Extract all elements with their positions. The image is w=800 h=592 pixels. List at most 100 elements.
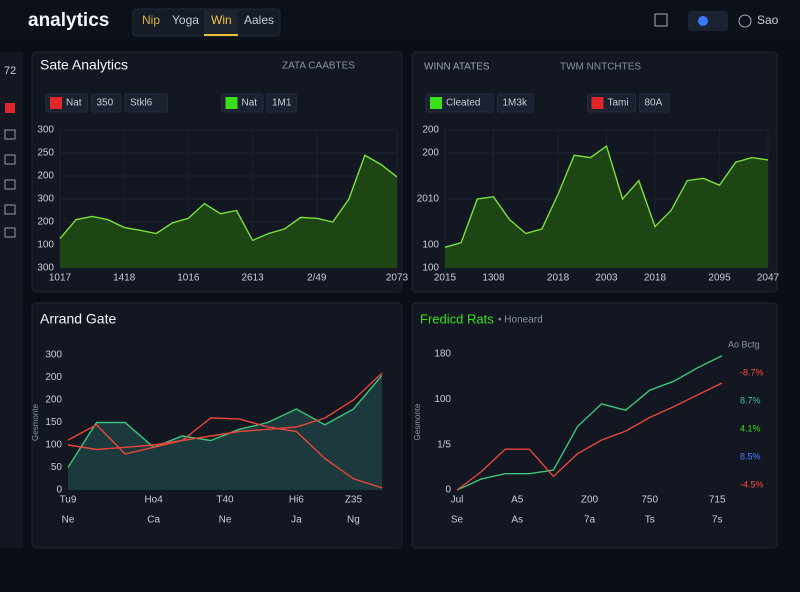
chart-subtitle: TWM NNTCHTES bbox=[560, 62, 641, 73]
x-tick-label: 2073 bbox=[386, 273, 409, 284]
line bbox=[67, 417, 383, 489]
tab[interactable]: Yoga bbox=[172, 13, 199, 27]
control-label: Tami bbox=[608, 98, 629, 109]
sidebar-icon[interactable] bbox=[4, 227, 16, 238]
control-swatch bbox=[225, 97, 238, 109]
control[interactable] bbox=[266, 93, 297, 113]
x-tick-sublabel: Ja bbox=[291, 515, 302, 526]
y-tick-label: 100 bbox=[422, 240, 439, 251]
x-tick-label: 2047 bbox=[757, 273, 780, 284]
chart-title: WINN ATATES bbox=[424, 62, 490, 73]
annotation: 8.5% bbox=[740, 451, 761, 461]
annotation: -4.5% bbox=[740, 479, 764, 489]
x-tick-label: 1016 bbox=[177, 273, 200, 284]
sidebar-icon[interactable] bbox=[4, 154, 16, 165]
x-tick-sublabel: 7s bbox=[712, 515, 723, 526]
x-tick-label: 2003 bbox=[595, 273, 618, 284]
annotation: 4.1% bbox=[740, 423, 761, 433]
y-tick-label: 0 bbox=[445, 485, 451, 496]
chart-title: Sate Analytics bbox=[40, 57, 128, 73]
tab[interactable]: Nip bbox=[142, 13, 160, 27]
y-tick-label: 300 bbox=[37, 194, 54, 205]
control-label: 1M3k bbox=[503, 98, 528, 109]
control[interactable] bbox=[425, 93, 494, 113]
tab[interactable]: Aales bbox=[244, 13, 274, 27]
area bbox=[60, 155, 397, 268]
x-tick-label: 1418 bbox=[113, 273, 136, 284]
sidebar-icon[interactable] bbox=[4, 129, 16, 140]
control[interactable] bbox=[124, 93, 168, 113]
y-tick-label: 0 bbox=[56, 485, 62, 496]
x-tick-sublabel: Ng bbox=[347, 515, 360, 526]
x-tick-label: 2018 bbox=[547, 273, 570, 284]
y-tick-label: 100 bbox=[422, 263, 439, 274]
control-label: 80A bbox=[645, 98, 663, 109]
line bbox=[444, 144, 769, 248]
control-label: 1M1 bbox=[272, 98, 292, 109]
x-tick-label: 1017 bbox=[49, 273, 72, 284]
x-tick-label: 1308 bbox=[482, 273, 505, 284]
icon[interactable] bbox=[654, 13, 668, 27]
x-tick-sublabel: Ne bbox=[219, 515, 232, 526]
y-tick-label: 150 bbox=[45, 417, 62, 428]
x-tick-sublabel: Se bbox=[451, 515, 464, 526]
annotation: 8.7% bbox=[740, 395, 761, 405]
x-tick-sublabel: As bbox=[511, 515, 523, 526]
x-tick-label: Z35 bbox=[345, 495, 363, 506]
control-label: Stkl6 bbox=[130, 98, 153, 109]
control[interactable] bbox=[91, 93, 122, 113]
control-label: Nat bbox=[66, 98, 82, 109]
x-tick-label: T40 bbox=[216, 495, 234, 506]
sidebar bbox=[0, 52, 23, 548]
line bbox=[456, 355, 723, 491]
control-label: Nat bbox=[242, 98, 258, 109]
annotation: Ao Bctg bbox=[728, 339, 760, 349]
x-tick-label: Ho4 bbox=[144, 495, 163, 506]
icon[interactable] bbox=[738, 14, 752, 28]
panel bbox=[411, 302, 778, 549]
y-tick-label: 200 bbox=[45, 395, 62, 406]
y-tick-label: 200 bbox=[37, 217, 54, 228]
line bbox=[67, 372, 383, 451]
sidebar-icon[interactable] bbox=[5, 103, 15, 113]
tab[interactable]: Win bbox=[211, 13, 232, 27]
x-tick-label: Z00 bbox=[581, 495, 599, 506]
y-tick-label: 1/5 bbox=[437, 439, 451, 450]
control-swatch bbox=[50, 97, 62, 109]
x-tick-label: 715 bbox=[709, 495, 726, 506]
x-tick-label: 2018 bbox=[644, 273, 667, 284]
y-tick-label: 300 bbox=[45, 350, 62, 361]
area bbox=[68, 375, 382, 490]
x-tick-label: Hi6 bbox=[289, 495, 304, 506]
x-tick-sublabel: Ne bbox=[62, 515, 75, 526]
sidebar-icon[interactable] bbox=[4, 179, 16, 190]
active-tab-bg bbox=[204, 10, 238, 35]
x-tick-label: 750 bbox=[641, 495, 658, 506]
user[interactable]: Sao bbox=[757, 13, 779, 27]
line bbox=[456, 382, 723, 491]
x-tick-sublabel: Ca bbox=[147, 515, 160, 526]
chart-title: Arrand Gate bbox=[40, 311, 116, 327]
x-tick-label: Tu9 bbox=[60, 495, 77, 506]
x-tick-label: A5 bbox=[511, 495, 524, 506]
sidebar-label: 72 bbox=[4, 65, 16, 77]
y-tick-label: 200 bbox=[422, 125, 439, 136]
y-tick-label: 200 bbox=[45, 372, 62, 383]
control-label: 350 bbox=[97, 98, 114, 109]
control[interactable] bbox=[639, 93, 670, 113]
y-tick-label: 250 bbox=[37, 148, 54, 159]
y-tick-label: 200 bbox=[422, 148, 439, 159]
control-swatch bbox=[591, 97, 604, 109]
area bbox=[445, 146, 768, 268]
y-tick-label: 300 bbox=[37, 263, 54, 274]
x-tick-label: 2015 bbox=[434, 273, 457, 284]
control[interactable] bbox=[497, 93, 534, 113]
sidebar-icon[interactable] bbox=[4, 204, 16, 215]
top-bar bbox=[0, 0, 800, 40]
x-tick-label: 2/49 bbox=[307, 273, 327, 284]
y-tick-label: 50 bbox=[51, 462, 63, 473]
y-tick-label: 100 bbox=[434, 394, 451, 405]
y-tick-label: 100 bbox=[37, 240, 54, 251]
line bbox=[59, 154, 398, 242]
